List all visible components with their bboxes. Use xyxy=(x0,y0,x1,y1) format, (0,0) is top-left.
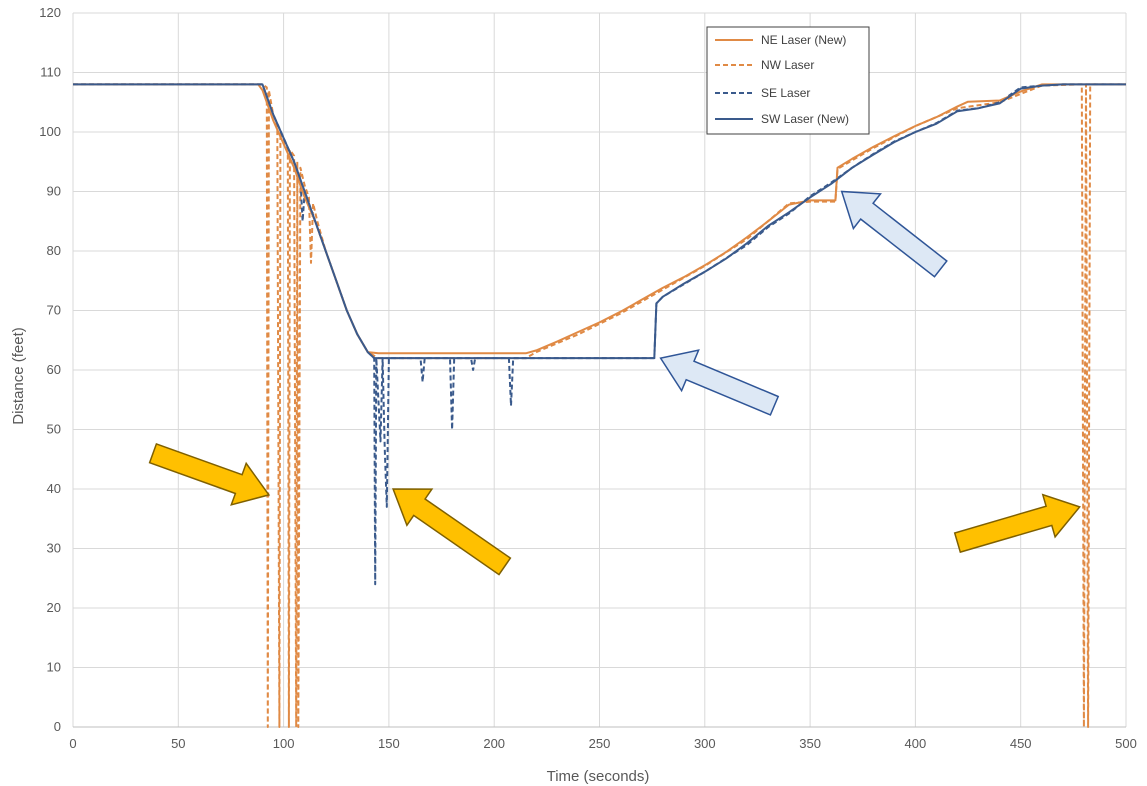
y-axis-title: Distance (feet) xyxy=(10,327,27,425)
x-tick-label: 400 xyxy=(905,736,927,751)
x-tick-label: 450 xyxy=(1010,736,1032,751)
x-tick-label: 150 xyxy=(378,736,400,751)
y-tick-label: 60 xyxy=(47,362,61,377)
annotation-arrow xyxy=(659,349,780,416)
legend-label-se: SE Laser xyxy=(761,86,810,100)
y-tick-label: 0 xyxy=(54,719,61,734)
y-tick-label: 70 xyxy=(47,303,61,318)
annotation-arrow xyxy=(840,190,948,278)
y-tick-label: 80 xyxy=(47,243,61,258)
x-axis-title: Time (seconds) xyxy=(547,768,650,785)
x-tick-label: 300 xyxy=(694,736,716,751)
tick-labels: 0 10 20 30 40 50 60 70 80 90 100 110 120 0 50 100 150 200… xyxy=(39,5,1137,751)
x-tick-label: 200 xyxy=(483,736,505,751)
legend: NE Laser (New) NW Laser SE Laser SW Lase… xyxy=(706,26,870,135)
x-tick-label: 500 xyxy=(1115,736,1137,751)
y-tick-label: 10 xyxy=(47,660,61,675)
y-tick-label: 110 xyxy=(40,65,61,80)
y-tick-label: 20 xyxy=(47,600,61,615)
legend-label-ne: NE Laser (New) xyxy=(761,33,846,47)
legend-box xyxy=(706,26,870,135)
gridlines xyxy=(72,12,1127,728)
y-tick-label: 100 xyxy=(39,124,61,139)
legend-label-nw: NW Laser xyxy=(761,58,814,72)
annotation-arrow xyxy=(953,493,1081,554)
x-tick-label: 350 xyxy=(799,736,821,751)
x-tick-label: 250 xyxy=(589,736,611,751)
x-tick-label: 0 xyxy=(69,736,76,751)
y-tick-label: 120 xyxy=(39,5,61,20)
series-line-sw-laser-new xyxy=(73,83,1126,360)
x-tick-label: 50 xyxy=(171,736,185,751)
annotation-arrow xyxy=(148,442,271,506)
y-tick-label: 40 xyxy=(47,481,61,496)
y-tick-label: 50 xyxy=(47,422,61,437)
annotation-arrows xyxy=(148,190,1081,576)
legend-label-sw: SW Laser (New) xyxy=(761,112,849,126)
y-tick-label: 30 xyxy=(47,541,61,556)
series-lines xyxy=(73,83,1126,728)
x-tick-label: 100 xyxy=(273,736,295,751)
y-tick-label: 90 xyxy=(47,184,61,199)
annotation-arrow xyxy=(392,488,512,576)
